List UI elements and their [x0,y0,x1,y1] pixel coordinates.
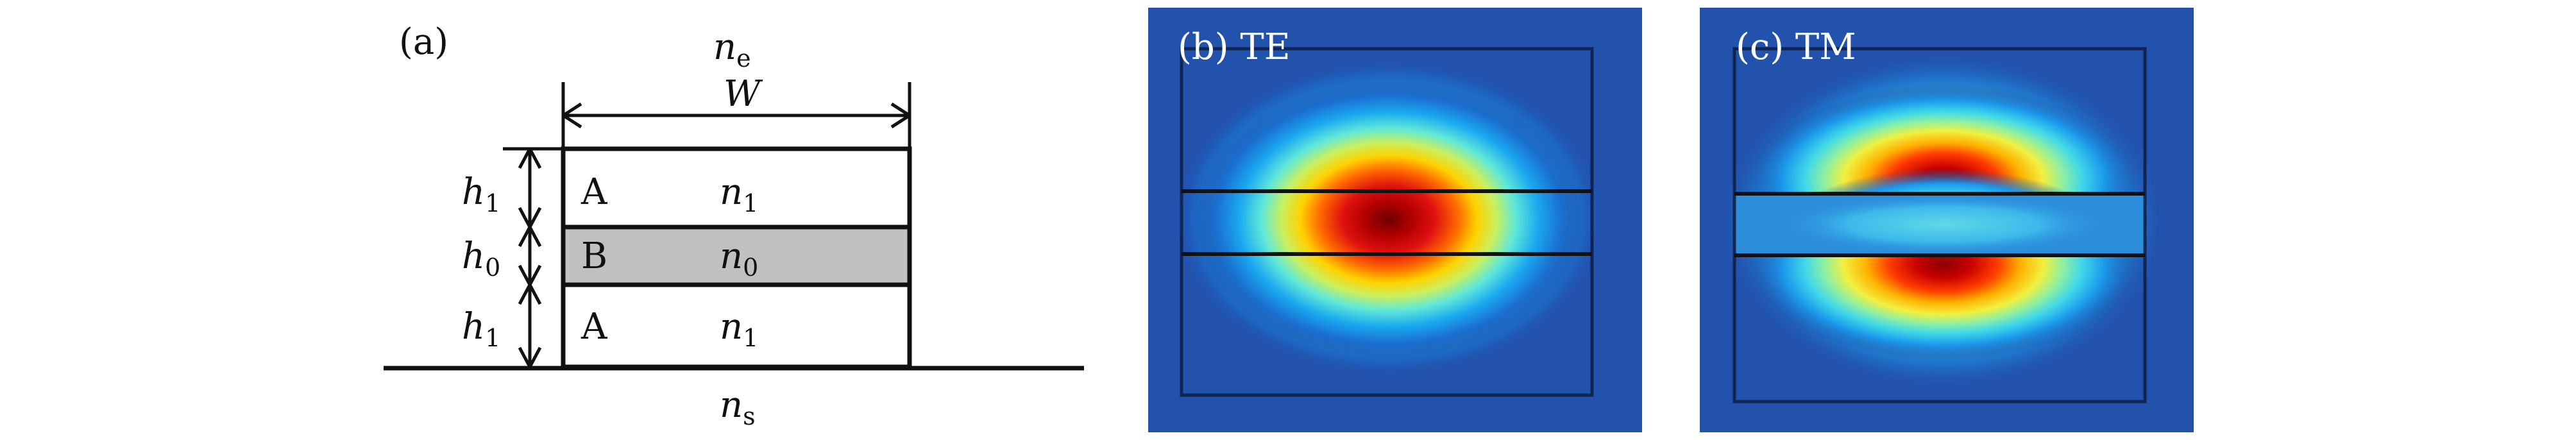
panel-c-tm-field: (c) TM [1700,8,2194,432]
te-field-mode [1196,81,1581,357]
layer-mid-name: B [581,235,607,277]
layer-b-middle [561,224,912,287]
layer-bottom-name: A [580,306,607,348]
h1-bottom-arrow-up [518,283,542,305]
h0-label: h0 [462,235,500,282]
cladding-index-label: ne [713,26,751,72]
te-waveguide-outline [1180,47,1594,397]
tm-waveguide-outline [1733,47,2147,403]
h1-bottom-label: h1 [462,306,500,352]
tm-core-glow [1783,195,2104,254]
layer-a-bottom [561,282,912,369]
width-label: W [724,73,763,115]
layer-bottom-index: n1 [720,306,758,352]
h1-top-arrow-up [518,148,542,169]
width-arrow-right-head [890,102,911,129]
layer-mid-index: n0 [720,235,758,282]
h1-top-arrow-down [518,207,542,228]
width-arrow-left-head [562,102,582,129]
panel-c-label: (c) TM [1736,26,1856,68]
h0-arrow-up [518,226,542,248]
layer-top-index: n1 [720,171,758,217]
panel-b-label: (b) TE [1178,26,1291,68]
h1-top-label: h1 [462,171,500,217]
layer-top-name: A [580,171,607,213]
h1-bottom-arrow-down [518,346,542,368]
panel-b-te-field: (b) TE [1148,8,1642,432]
h0-arrow-down [518,264,542,286]
panel-a-diagram: (a) ne W A n1 B n0 A n1 [384,21,1084,430]
panel-a-label: (a) [399,21,448,63]
substrate-index-label: ns [720,384,756,430]
